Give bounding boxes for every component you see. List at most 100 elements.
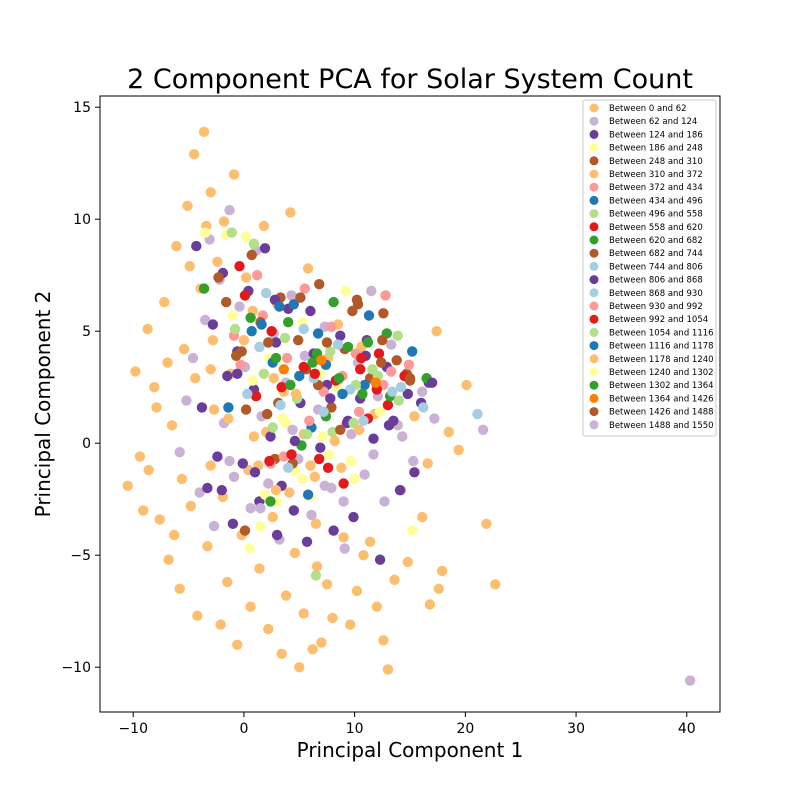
data-point	[443, 426, 454, 438]
data-point	[286, 449, 297, 460]
x-axis: −10 0 10 20 30 40	[118, 712, 696, 737]
legend-entry: Between 248 and 310	[609, 157, 703, 167]
y-tick-label: 15	[73, 100, 91, 116]
data-point	[255, 520, 266, 532]
data-point	[325, 393, 336, 404]
data-point	[200, 227, 211, 238]
x-tick-label: 0	[239, 721, 248, 737]
data-point	[288, 299, 299, 310]
data-point	[461, 379, 472, 391]
data-point	[234, 261, 245, 272]
legend-entry: Between 372 and 434	[609, 183, 703, 193]
data-point	[262, 408, 273, 420]
data-point	[317, 431, 328, 442]
legend-entry: Between 806 and 868	[609, 276, 703, 286]
legend-entry: Between 496 and 558	[609, 210, 703, 220]
data-point	[294, 662, 305, 673]
data-point	[205, 460, 216, 471]
data-point	[267, 422, 278, 433]
data-point	[403, 359, 415, 370]
data-point	[316, 355, 327, 366]
legend-marker	[589, 420, 599, 430]
legend-marker	[589, 156, 599, 166]
data-point	[408, 455, 419, 467]
data-point	[200, 314, 211, 326]
data-point	[232, 639, 243, 650]
data-point	[309, 368, 320, 379]
data-point	[246, 249, 257, 261]
legend-marker	[589, 195, 599, 205]
y-axis-label: Principal Component 2	[31, 291, 55, 518]
data-point	[228, 471, 240, 482]
data-point	[159, 296, 170, 308]
data-point	[409, 411, 420, 422]
legend-marker	[589, 367, 599, 377]
data-point	[422, 458, 433, 469]
data-point	[322, 462, 334, 473]
legend-entry: Between 1302 and 1364	[609, 381, 714, 391]
data-point	[285, 207, 296, 218]
data-point	[298, 608, 309, 619]
data-point	[305, 460, 316, 471]
data-point	[182, 200, 193, 211]
data-point	[289, 547, 301, 559]
legend-marker	[589, 288, 599, 298]
data-point	[373, 348, 385, 359]
plot-frame	[99, 95, 721, 713]
data-point	[276, 382, 287, 393]
data-point	[340, 285, 351, 297]
data-point	[270, 337, 282, 348]
legend-box	[582, 99, 717, 437]
data-point	[324, 449, 335, 460]
data-point	[338, 532, 349, 543]
legend-entry: Between 1178 and 1240	[609, 355, 714, 365]
series-20	[259, 406, 386, 500]
data-point	[254, 563, 265, 574]
series-13	[232, 294, 438, 478]
data-point	[329, 435, 340, 447]
data-point	[429, 413, 440, 424]
data-point	[301, 429, 313, 440]
data-point	[187, 352, 199, 364]
data-point	[328, 296, 339, 308]
data-point	[295, 292, 306, 303]
data-point	[318, 406, 329, 417]
data-point	[169, 529, 180, 541]
data-point	[383, 420, 395, 431]
x-tick-label: 20	[456, 721, 474, 737]
data-point	[684, 675, 696, 686]
data-point	[387, 386, 398, 397]
data-point	[252, 270, 263, 281]
data-point	[263, 478, 274, 489]
data-point	[191, 240, 202, 252]
legend-entry: Between 0 and 62	[609, 104, 687, 114]
y-tick-label: 5	[82, 324, 91, 340]
data-point	[263, 623, 274, 635]
data-point	[178, 343, 190, 355]
legend-entry: Between 1054 and 1116	[609, 328, 714, 338]
data-point	[316, 637, 327, 648]
legend-marker	[589, 116, 599, 126]
data-point	[305, 305, 316, 317]
data-point	[379, 496, 390, 507]
data-point	[284, 487, 295, 498]
data-point	[351, 585, 363, 597]
data-point	[389, 574, 400, 585]
data-point	[418, 402, 429, 413]
legend-marker	[589, 143, 599, 153]
data-point	[277, 413, 288, 424]
series-23	[240, 292, 416, 415]
chart-title: 2 Component PCA for Solar System Count	[127, 64, 693, 95]
data-point	[417, 511, 428, 523]
data-point	[213, 272, 224, 283]
legend-marker	[589, 235, 599, 245]
legend-entry: Between 620 and 682	[609, 236, 703, 246]
data-point	[362, 337, 374, 348]
data-point	[248, 431, 260, 442]
data-point	[335, 330, 346, 341]
data-point	[142, 323, 153, 335]
x-tick-label: 40	[678, 721, 696, 737]
data-point	[198, 126, 210, 137]
data-point	[321, 579, 333, 590]
data-point	[353, 406, 365, 417]
